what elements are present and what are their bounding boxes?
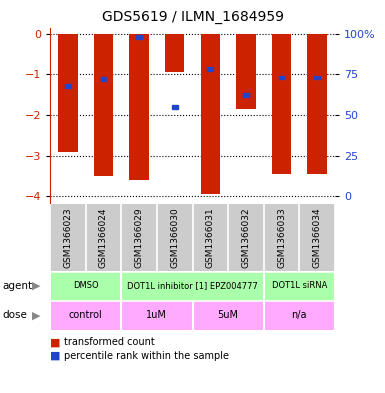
Text: transformed count: transformed count — [64, 337, 154, 347]
Text: GSM1366034: GSM1366034 — [313, 208, 321, 268]
Bar — [172, 105, 177, 109]
Text: ■: ■ — [50, 337, 60, 347]
Bar — [307, 34, 327, 174]
Bar — [264, 302, 335, 329]
Bar — [208, 68, 213, 72]
Bar — [136, 35, 142, 39]
Text: DMSO: DMSO — [73, 281, 99, 290]
Bar — [314, 75, 320, 79]
Bar — [100, 77, 106, 81]
Text: GSM1366032: GSM1366032 — [241, 208, 250, 268]
Text: 5uM: 5uM — [218, 310, 239, 320]
Bar — [94, 34, 113, 176]
Bar — [236, 34, 256, 109]
Bar — [279, 75, 285, 79]
Text: n/a: n/a — [291, 310, 307, 320]
Bar — [243, 94, 249, 97]
Text: dose: dose — [2, 310, 27, 320]
Text: GSM1366031: GSM1366031 — [206, 208, 215, 268]
Bar — [201, 34, 220, 194]
Bar — [121, 273, 264, 299]
Text: DOT1L inhibitor [1] EPZ004777: DOT1L inhibitor [1] EPZ004777 — [127, 281, 258, 290]
Text: control: control — [69, 310, 102, 320]
Text: ▶: ▶ — [32, 310, 40, 320]
Text: GSM1366023: GSM1366023 — [64, 208, 72, 268]
Text: GSM1366029: GSM1366029 — [135, 208, 144, 268]
Bar — [129, 34, 149, 180]
Bar — [264, 273, 335, 299]
Text: ▶: ▶ — [32, 281, 40, 291]
Text: 1uM: 1uM — [146, 310, 167, 320]
Text: GSM1366024: GSM1366024 — [99, 208, 108, 268]
Title: GDS5619 / ILMN_1684959: GDS5619 / ILMN_1684959 — [102, 10, 283, 24]
Text: GSM1366030: GSM1366030 — [170, 208, 179, 268]
Text: ■: ■ — [50, 351, 60, 361]
Text: agent: agent — [2, 281, 32, 291]
Text: percentile rank within the sample: percentile rank within the sample — [64, 351, 229, 361]
Bar — [121, 302, 192, 329]
Bar — [65, 84, 71, 88]
Bar — [192, 302, 264, 329]
Bar — [50, 302, 121, 329]
Bar — [50, 273, 121, 299]
Bar — [58, 34, 78, 152]
Text: DOT1L siRNA: DOT1L siRNA — [272, 281, 327, 290]
Bar — [165, 34, 184, 72]
Bar — [272, 34, 291, 174]
Text: GSM1366033: GSM1366033 — [277, 208, 286, 268]
